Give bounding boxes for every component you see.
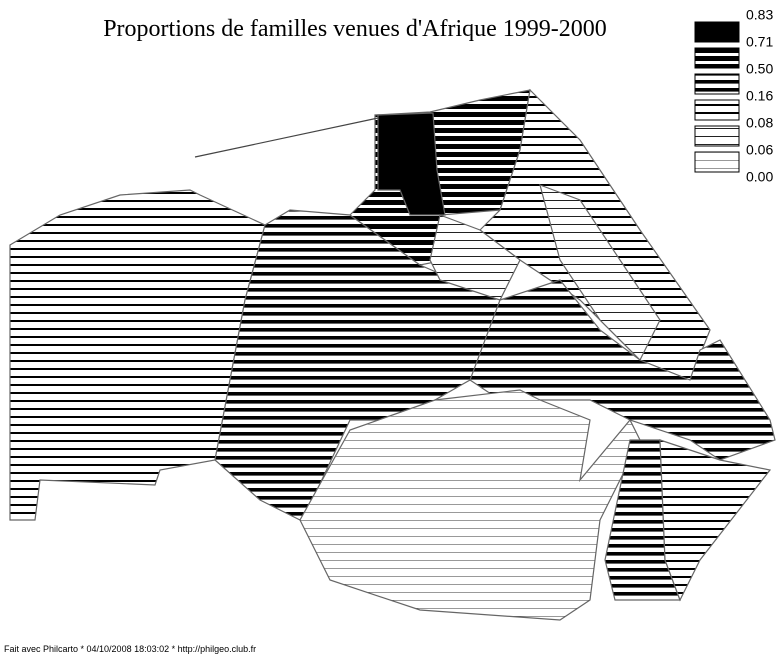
connector-line <box>194 117 379 158</box>
footer: Fait avec Philcarto * 04/10/2008 18:03:0… <box>4 644 256 654</box>
legend-label: 0.00 <box>746 169 773 185</box>
legend-label: 0.71 <box>746 34 773 50</box>
region <box>539 184 661 362</box>
region <box>299 389 641 621</box>
legend-label: 0.16 <box>746 88 773 104</box>
legend-label: 0.06 <box>746 142 773 158</box>
legend-label: 0.08 <box>746 115 773 131</box>
legend-swatch <box>694 125 740 147</box>
legend-label: 0.83 <box>746 7 773 23</box>
region <box>377 112 446 216</box>
legend-swatch <box>694 73 740 95</box>
regions <box>9 88 776 621</box>
legend-swatch <box>694 99 740 121</box>
legend-swatch <box>694 47 740 69</box>
legend-label: 0.50 <box>746 61 773 77</box>
legend-swatch <box>694 21 740 43</box>
map-title: Proportions de familles venues d'Afrique… <box>103 16 607 42</box>
legend-swatch <box>694 151 740 173</box>
legend: 0.83 0.71 0.50 0.16 0.08 0.06 0.00 <box>694 7 773 185</box>
region <box>659 439 772 602</box>
